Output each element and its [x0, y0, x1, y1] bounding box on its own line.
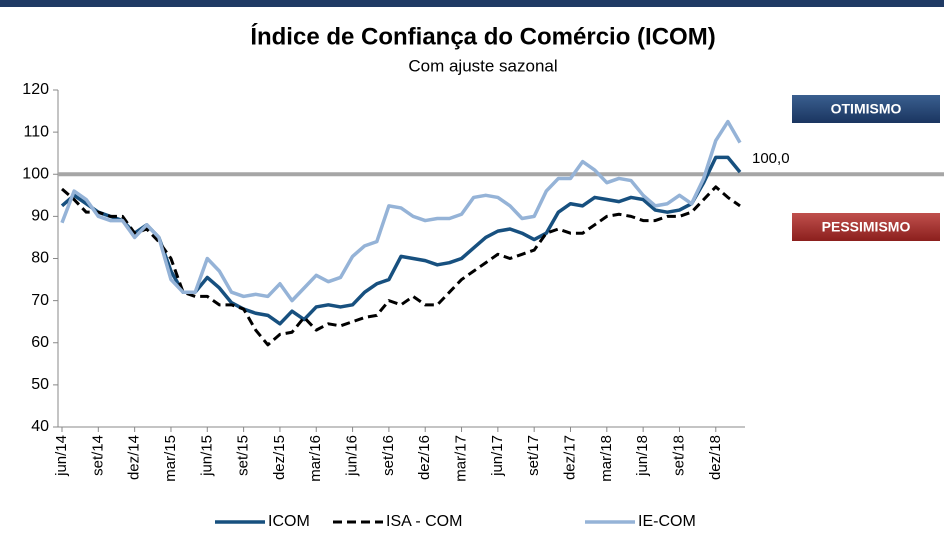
x-tick-label: set/16: [380, 435, 397, 476]
y-tick-label: 40: [31, 418, 49, 435]
legend-label: ICOM: [268, 513, 310, 530]
x-tick-label: set/18: [670, 435, 687, 476]
legend-label: IE-COM: [638, 513, 696, 530]
chart-subtitle: Com ajuste sazonal: [408, 56, 557, 75]
y-tick-label: 110: [23, 123, 49, 140]
x-tick-label: set/17: [525, 435, 542, 476]
chart-title: Índice de Confiança do Comércio (ICOM): [250, 22, 715, 50]
x-tick-label: jun/16: [344, 435, 361, 477]
x-tick-label: mar/18: [598, 435, 615, 482]
x-tick-label: dez/18: [707, 435, 724, 480]
series-line: [60, 155, 742, 326]
series-line: [60, 119, 742, 303]
y-tick-label: 120: [22, 81, 49, 98]
reference-label: 100,0: [752, 150, 790, 167]
series-line: [61, 185, 741, 347]
zone-label: PESSIMISMO: [822, 219, 911, 235]
y-tick-label: 90: [31, 208, 49, 225]
legend-label: ISA - COM: [386, 513, 462, 530]
zone-label: OTIMISMO: [831, 101, 902, 117]
x-tick-label: jun/15: [198, 435, 215, 477]
x-tick-label: dez/15: [271, 435, 288, 480]
top-bar: [0, 0, 944, 7]
y-tick-label: 50: [31, 376, 49, 393]
x-tick-label: mar/16: [307, 435, 324, 482]
x-tick-label: set/14: [89, 435, 106, 476]
x-tick-label: mar/17: [453, 435, 470, 482]
zone-box: [792, 213, 940, 241]
x-tick-label: jun/14: [53, 435, 70, 477]
x-tick-label: jun/17: [489, 435, 506, 477]
x-tick-label: set/15: [235, 435, 252, 476]
x-tick-label: dez/16: [416, 435, 433, 480]
x-tick-label: jun/18: [634, 435, 651, 477]
x-tick-label: mar/15: [162, 435, 179, 482]
y-tick-label: 80: [31, 250, 49, 267]
y-tick-label: 70: [31, 292, 49, 309]
x-tick-label: dez/17: [561, 435, 578, 480]
zone-box: [792, 95, 940, 123]
y-tick-label: 100: [22, 165, 49, 182]
x-tick-label: dez/14: [126, 435, 143, 480]
y-tick-label: 60: [31, 334, 49, 351]
